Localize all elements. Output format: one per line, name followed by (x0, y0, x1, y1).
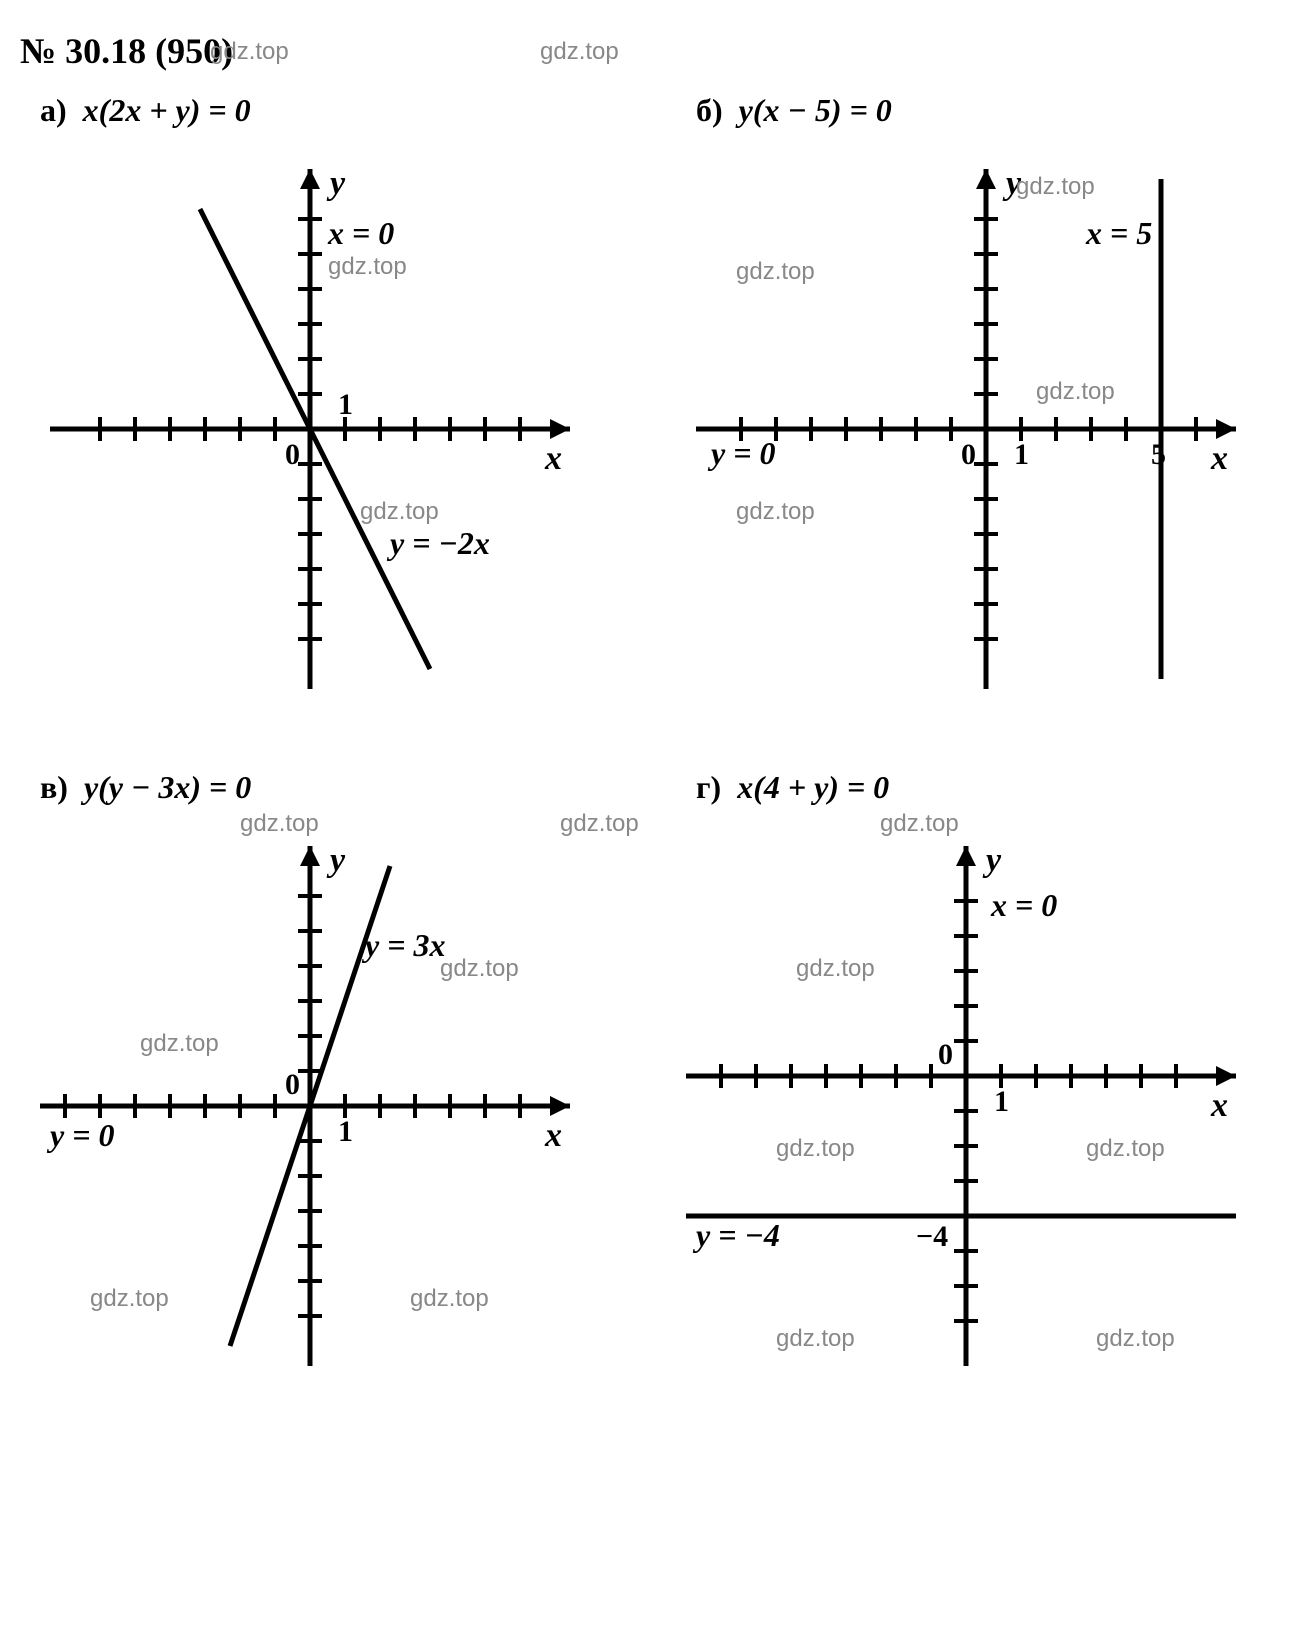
letter-a: а) (40, 92, 67, 128)
watermark: gdz.top (1096, 1325, 1175, 1352)
equation-a: а) x(2x + y) = 0 (20, 92, 636, 129)
problem-b: б) y(x − 5) = 0 (676, 92, 1292, 709)
svg-text:x = 5: x = 5 (1085, 215, 1152, 251)
watermark: gdz.top (796, 955, 875, 982)
x-label-a: x (544, 440, 562, 477)
watermark: gdz.top (140, 1030, 219, 1057)
chart-a: x y 0 1 x = 0 y = −2x gdz.top gdz.top (20, 149, 600, 709)
tick1-a: 1 (338, 388, 353, 421)
watermark: gdz.top (560, 810, 639, 838)
tick5-b: 5 (1151, 438, 1166, 471)
watermark: gdz.top (360, 498, 439, 525)
watermark: gdz.top (736, 498, 815, 525)
svg-text:y = 0: y = 0 (707, 435, 775, 471)
tick1-d: 1 (994, 1085, 1009, 1118)
x-label-d: x (1210, 1087, 1228, 1124)
letter-d: г) (696, 769, 721, 805)
problem-d: г) x(4 + y) = 0 (676, 769, 1292, 1386)
eq-d-text: x(4 + y) = 0 (737, 769, 889, 805)
watermark: gdz.top (1086, 1135, 1165, 1162)
svg-text:y = −4: y = −4 (692, 1217, 780, 1253)
watermark: gdz.top (410, 1285, 489, 1312)
watermark: gdz.top (736, 258, 815, 285)
svg-text:x = 0: x = 0 (327, 215, 394, 251)
watermark: gdz.top (540, 38, 619, 66)
watermark: gdz.top (776, 1325, 855, 1352)
svg-text:y = −2x: y = −2x (386, 525, 490, 561)
problem-c: в) y(y − 3x) = 0 (20, 769, 636, 1386)
eq-a-text: x(2x + y) = 0 (83, 92, 251, 128)
y-label-c: y (326, 842, 346, 879)
chart-c: x y 0 1 y = 0 y = 3x gdz.top gdz.top gdz… (20, 826, 600, 1386)
svg-text:y = 0: y = 0 (46, 1117, 114, 1153)
origin-a: 0 (285, 438, 300, 471)
watermark: gdz.top (1036, 378, 1115, 405)
eq-b-text: y(x − 5) = 0 (739, 92, 892, 128)
watermark: gdz.top (1016, 173, 1095, 200)
watermark: gdz.top (240, 810, 319, 838)
eq-c-text: y(y − 3x) = 0 (84, 769, 251, 805)
watermark: gdz.top (776, 1135, 855, 1162)
tick1-c: 1 (338, 1115, 353, 1148)
letter-c: в) (40, 769, 68, 805)
y-label-d: y (982, 842, 1002, 879)
svg-text:x = 0: x = 0 (990, 887, 1057, 923)
letter-b: б) (696, 92, 723, 128)
watermark: gdz.top (210, 38, 289, 66)
origin-c: 0 (285, 1068, 300, 1101)
chart-b: x y 0 1 5 y = 0 x = 5 gdz.top gdz.top gd… (676, 149, 1256, 709)
problem-a: а) x(2x + y) = 0 (20, 92, 636, 709)
equation-b: б) y(x − 5) = 0 (676, 92, 1292, 129)
chart-d: x y 0 1 −4 x = 0 y = −4 gdz.top gdz.top … (676, 826, 1256, 1386)
watermark: gdz.top (880, 810, 959, 838)
problems-grid: а) x(2x + y) = 0 (20, 92, 1292, 1386)
equation-c: в) y(y − 3x) = 0 (20, 769, 636, 806)
watermark: gdz.top (90, 1285, 169, 1312)
tickneg4-d: −4 (916, 1220, 948, 1253)
equation-d: г) x(4 + y) = 0 (676, 769, 1292, 806)
watermark: gdz.top (328, 253, 407, 280)
x-label-b: x (1210, 440, 1228, 477)
tick1-b: 1 (1014, 438, 1029, 471)
watermark: gdz.top (440, 955, 519, 982)
x-label-c: x (544, 1117, 562, 1154)
origin-b: 0 (961, 438, 976, 471)
svg-text:y = 3x: y = 3x (361, 927, 445, 963)
origin-d: 0 (938, 1038, 953, 1071)
y-label-a: y (326, 165, 346, 202)
